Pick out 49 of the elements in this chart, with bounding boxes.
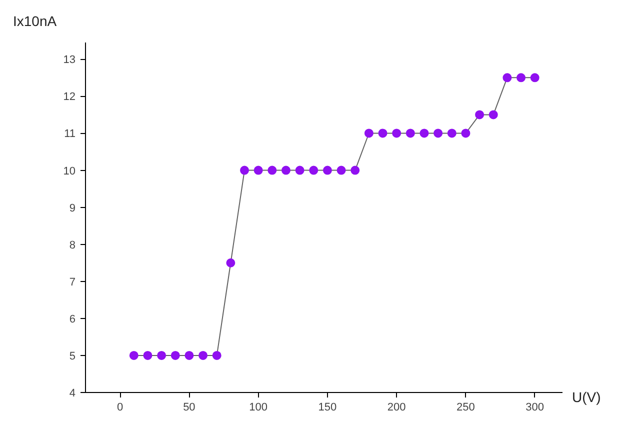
point	[212, 350, 222, 360]
y-axis-title: Ix10nA	[13, 12, 57, 31]
x-tick-label: 0	[117, 402, 124, 414]
x-axis-title: U(V)	[572, 388, 601, 407]
point	[309, 166, 318, 175]
y-tick-label: 7	[69, 276, 76, 288]
point	[295, 166, 304, 175]
point	[488, 110, 498, 120]
y-tick-label: 9	[69, 202, 76, 214]
point	[143, 350, 152, 360]
y-tick-label: 12	[63, 91, 76, 104]
point	[364, 128, 374, 138]
point	[350, 166, 360, 175]
point	[240, 166, 249, 175]
point	[226, 258, 236, 268]
y-tick-label: 4	[69, 388, 76, 400]
y-tick-label: 13	[63, 54, 76, 66]
point	[461, 128, 470, 138]
y-tick-label: 10	[63, 165, 76, 178]
y-tick-label: 5	[69, 350, 76, 362]
x-tick-label: 250	[456, 402, 475, 414]
point	[322, 166, 332, 175]
point	[198, 350, 208, 360]
point	[516, 73, 526, 82]
point	[475, 110, 484, 120]
y-tick-label: 6	[69, 313, 76, 326]
point	[184, 350, 194, 360]
point	[170, 350, 180, 360]
x-tick-label: 50	[183, 402, 196, 414]
point	[530, 73, 540, 82]
point	[502, 73, 512, 82]
point	[254, 166, 263, 175]
point	[392, 128, 402, 138]
x-tick-label: 300	[526, 402, 544, 414]
point	[447, 128, 456, 138]
x-tick-label: 100	[249, 402, 268, 414]
x-tick-label: 150	[318, 402, 337, 414]
point	[129, 350, 138, 360]
y-tick-label: 8	[69, 239, 76, 252]
point	[281, 166, 290, 175]
point	[336, 166, 346, 175]
point	[157, 350, 166, 360]
point	[268, 166, 277, 175]
point	[434, 128, 443, 138]
point	[406, 128, 415, 138]
y-tick-label: 11	[64, 128, 76, 140]
x-tick-label: 200	[387, 402, 406, 414]
point	[378, 128, 388, 138]
point	[420, 128, 429, 138]
